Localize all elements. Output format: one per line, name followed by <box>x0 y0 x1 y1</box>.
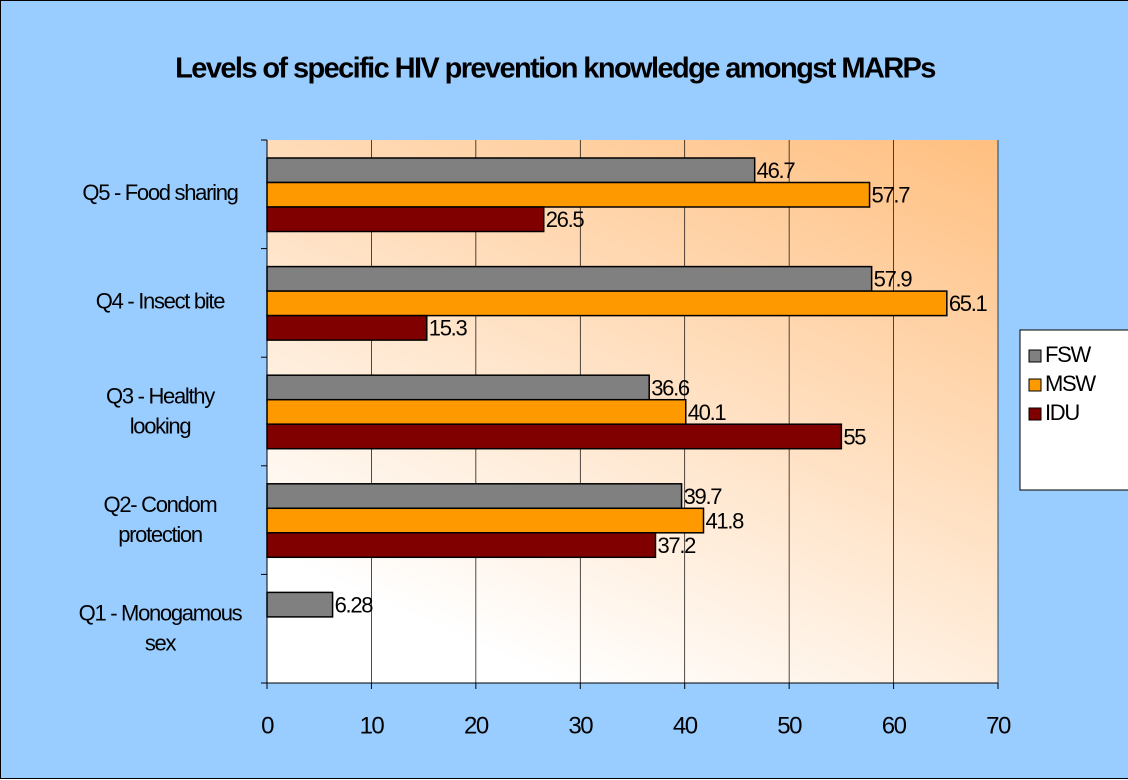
x-tick-label: 10 <box>360 712 385 739</box>
legend-swatch <box>1028 349 1042 363</box>
x-tick-label: 50 <box>777 712 802 739</box>
data-label: 6.28 <box>335 592 374 617</box>
bar <box>266 507 705 534</box>
x-tick-label: 40 <box>673 712 698 739</box>
x-tick-label: 60 <box>882 712 907 739</box>
bar <box>266 265 873 292</box>
y-tick-label: Q1 - Monogamous sex <box>79 601 243 656</box>
bar <box>266 423 843 450</box>
data-label: 40.1 <box>688 400 727 425</box>
bar <box>266 483 683 510</box>
bar <box>266 374 650 401</box>
bar <box>266 591 334 618</box>
bar <box>266 314 428 341</box>
x-tick-label: 70 <box>986 712 1011 739</box>
data-label: 41.8 <box>706 508 745 533</box>
data-label: 55 <box>843 424 866 449</box>
y-tick-label: Q5 - Food sharing <box>82 180 237 205</box>
data-label: 46.7 <box>757 158 796 183</box>
bar <box>266 206 545 233</box>
data-label: 26.5 <box>546 207 585 232</box>
data-label: 39.7 <box>684 484 723 509</box>
bar <box>266 290 948 317</box>
data-label: 65.1 <box>949 291 988 316</box>
chart-title: Levels of specific HIV prevention knowle… <box>175 53 935 85</box>
y-tick-label: Q4 - Insect bite <box>96 289 225 314</box>
data-label: 36.6 <box>651 375 690 400</box>
y-tick-label: Q3 - Healthy looking <box>106 383 215 438</box>
x-tick-label: 30 <box>568 712 593 739</box>
legend-label: IDU <box>1045 400 1079 425</box>
data-label: 15.3 <box>429 316 468 341</box>
legend-label: FSW <box>1045 342 1092 367</box>
data-label: 57.7 <box>872 183 911 208</box>
data-label: 37.2 <box>657 533 696 558</box>
x-tick-label: 20 <box>464 712 489 739</box>
legend-swatch <box>1028 407 1042 421</box>
bar <box>266 398 687 425</box>
data-label: 57.9 <box>874 267 913 292</box>
bar <box>266 532 657 559</box>
y-tick-label: Q2- Condom protection <box>104 492 217 547</box>
bar <box>266 157 756 184</box>
x-tick-label: 0 <box>261 712 274 739</box>
legend-swatch <box>1028 378 1042 392</box>
legend-label: MSW <box>1045 371 1096 396</box>
bar <box>266 181 871 208</box>
